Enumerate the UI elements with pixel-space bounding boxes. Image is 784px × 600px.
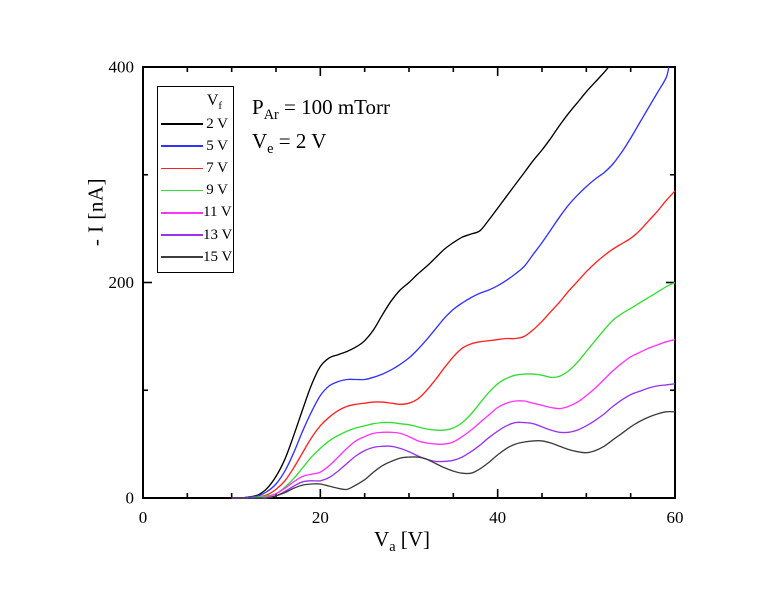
y-tick-label: 0 bbox=[126, 489, 135, 508]
x-tick-label: 20 bbox=[312, 508, 329, 527]
legend-line-swatch bbox=[161, 189, 203, 192]
y-axis-label: - I [nA] bbox=[83, 177, 108, 247]
legend-line-swatch bbox=[161, 256, 203, 259]
legend-item: 7 V bbox=[158, 157, 233, 179]
series-line-9V bbox=[231, 281, 675, 499]
legend-item-label: 5 V bbox=[206, 137, 228, 154]
x-axis-label-main: V bbox=[374, 527, 390, 551]
x-tick-label: 40 bbox=[489, 508, 506, 527]
annotation-emission-voltage: Ve = 2 V bbox=[252, 124, 390, 158]
annotation-pressure-value: = 100 mTorr bbox=[278, 95, 391, 119]
legend-item: 13 V bbox=[158, 224, 233, 246]
legend-line-swatch bbox=[161, 145, 203, 148]
legend-item-label: 2 V bbox=[206, 115, 228, 132]
series-line-11V bbox=[231, 338, 675, 499]
legend-item-label: 11 V bbox=[203, 204, 232, 221]
annotation-ve-value: = 2 V bbox=[273, 129, 327, 153]
legend-item-label: 9 V bbox=[206, 182, 228, 199]
annotation-pressure: PAr = 100 mTorr bbox=[252, 90, 390, 124]
series-line-7V bbox=[231, 190, 675, 499]
legend-item-label: 13 V bbox=[203, 226, 233, 243]
legend-item: 11 V bbox=[158, 202, 233, 224]
legend-item-label: 7 V bbox=[206, 159, 228, 176]
x-tick-label: 60 bbox=[667, 508, 684, 527]
legend-title-sub: f bbox=[218, 100, 222, 113]
annotation-pressure-subscript: Ar bbox=[263, 107, 279, 124]
annotation-ve-symbol: V bbox=[252, 129, 268, 153]
legend-items: 2 V 5 V 7 V 9 V 11 V 13 V 15 V bbox=[158, 113, 233, 268]
legend-item-label: 15 V bbox=[203, 248, 233, 265]
plot-annotations: PAr = 100 mTorr Ve = 2 V bbox=[252, 90, 390, 158]
series-line-5V bbox=[231, 66, 670, 499]
legend-title: Vf bbox=[158, 87, 233, 113]
x-tick-label: 0 bbox=[139, 508, 148, 527]
legend-item: 2 V bbox=[158, 113, 233, 135]
annotation-ve-subscript: e bbox=[267, 141, 274, 158]
legend-line-swatch bbox=[161, 212, 203, 214]
y-tick-label: 200 bbox=[109, 273, 135, 292]
legend-line-swatch bbox=[161, 123, 203, 125]
series-line-13V bbox=[231, 383, 675, 499]
legend-line-swatch bbox=[161, 167, 203, 170]
legend-item: 15 V bbox=[158, 246, 233, 268]
legend-line-swatch bbox=[161, 234, 203, 236]
legend-box: Vf 2 V 5 V 7 V 9 V 11 V 13 V 15 V bbox=[157, 86, 234, 273]
x-axis-label-rest: [V] bbox=[395, 527, 430, 551]
series-line-15V bbox=[231, 410, 675, 499]
legend-title-main: V bbox=[206, 92, 219, 109]
annotation-pressure-symbol: P bbox=[252, 95, 264, 119]
x-axis-label-sub: a bbox=[389, 539, 396, 556]
y-tick-label: 400 bbox=[109, 58, 135, 77]
series-line-2V bbox=[231, 66, 610, 499]
legend-item: 5 V bbox=[158, 135, 233, 157]
legend-item: 9 V bbox=[158, 180, 233, 202]
x-axis-label: Va [V] bbox=[374, 527, 430, 556]
